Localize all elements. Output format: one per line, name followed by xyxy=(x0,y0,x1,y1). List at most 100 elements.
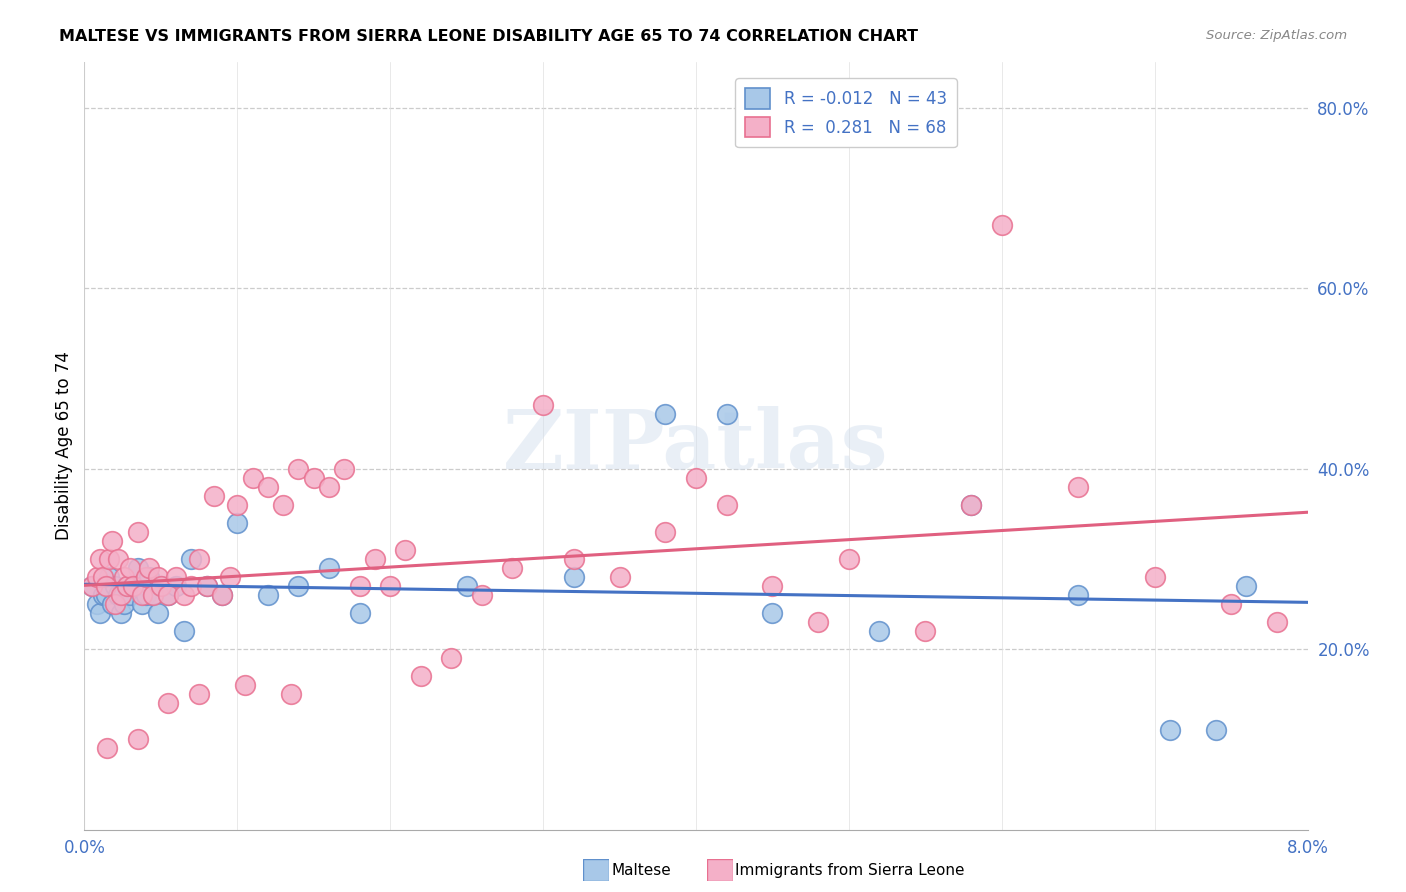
Point xyxy=(685,470,707,484)
Point xyxy=(257,480,280,494)
Point xyxy=(122,579,145,593)
Point xyxy=(1220,597,1243,611)
Point xyxy=(104,579,127,593)
Point xyxy=(869,624,891,638)
Point xyxy=(1265,615,1288,629)
Point xyxy=(135,588,157,602)
Point xyxy=(202,489,225,503)
Point xyxy=(471,588,494,602)
Point xyxy=(165,570,187,584)
Point xyxy=(456,579,478,593)
Point xyxy=(120,561,142,575)
Point xyxy=(180,579,202,593)
Point xyxy=(146,606,169,620)
Point xyxy=(440,651,463,665)
Point xyxy=(1067,588,1090,602)
Point xyxy=(89,551,111,566)
Point xyxy=(960,498,983,512)
Point xyxy=(97,551,120,566)
Point xyxy=(233,678,256,692)
Point xyxy=(127,732,149,747)
Text: Source: ZipAtlas.com: Source: ZipAtlas.com xyxy=(1206,29,1347,42)
Point xyxy=(609,570,631,584)
Point xyxy=(149,579,172,593)
Point xyxy=(107,588,129,602)
Point xyxy=(94,588,117,602)
Point xyxy=(188,551,211,566)
Point xyxy=(173,624,195,638)
Point xyxy=(94,579,117,593)
Point xyxy=(562,551,585,566)
Point xyxy=(86,570,108,584)
Point xyxy=(302,470,325,484)
Point xyxy=(89,606,111,620)
Point xyxy=(120,588,142,602)
Point xyxy=(914,624,936,638)
Point xyxy=(807,615,830,629)
Point xyxy=(86,597,108,611)
Point xyxy=(131,597,153,611)
Point xyxy=(1205,723,1227,738)
Point xyxy=(135,570,157,584)
Point xyxy=(716,408,738,422)
Point xyxy=(716,498,738,512)
Point xyxy=(1067,480,1090,494)
Text: Immigrants from Sierra Leone: Immigrants from Sierra Leone xyxy=(735,863,965,878)
Point xyxy=(127,561,149,575)
Point xyxy=(226,516,249,530)
Legend: R = -0.012   N = 43, R =  0.281   N = 68: R = -0.012 N = 43, R = 0.281 N = 68 xyxy=(735,78,956,147)
Point xyxy=(761,579,783,593)
Point xyxy=(960,498,983,512)
Point xyxy=(349,606,371,620)
Point xyxy=(1236,579,1258,593)
Point xyxy=(242,470,264,484)
Point xyxy=(165,579,187,593)
Point xyxy=(80,579,103,593)
Point xyxy=(502,561,524,575)
Point xyxy=(107,551,129,566)
Point xyxy=(287,461,309,475)
Point xyxy=(1143,570,1166,584)
Point xyxy=(218,570,240,584)
Point xyxy=(173,588,195,602)
Point xyxy=(195,579,218,593)
Point xyxy=(531,398,554,412)
Point xyxy=(115,579,138,593)
Point xyxy=(838,551,860,566)
Point xyxy=(110,606,132,620)
Point xyxy=(115,579,138,593)
Point xyxy=(180,551,202,566)
Point xyxy=(257,588,280,602)
Point xyxy=(1159,723,1181,738)
Point xyxy=(364,551,387,566)
Point xyxy=(138,570,160,584)
Point xyxy=(271,498,294,512)
Text: MALTESE VS IMMIGRANTS FROM SIERRA LEONE DISABILITY AGE 65 TO 74 CORRELATION CHAR: MALTESE VS IMMIGRANTS FROM SIERRA LEONE … xyxy=(59,29,918,44)
Point xyxy=(127,524,149,539)
Point xyxy=(91,570,114,584)
Point xyxy=(91,588,114,602)
Point xyxy=(104,597,127,611)
Point xyxy=(380,579,402,593)
Point xyxy=(122,579,145,593)
Point xyxy=(280,687,302,701)
Point xyxy=(349,579,371,593)
Point xyxy=(157,588,180,602)
Point xyxy=(101,533,124,548)
Point xyxy=(131,588,153,602)
Point xyxy=(211,588,233,602)
Point xyxy=(654,524,676,539)
Point xyxy=(146,570,169,584)
Point xyxy=(195,579,218,593)
Point xyxy=(157,696,180,710)
Point xyxy=(110,588,132,602)
Point xyxy=(409,669,432,683)
Point xyxy=(142,588,165,602)
Point xyxy=(318,480,340,494)
Point xyxy=(226,498,249,512)
Point xyxy=(138,561,160,575)
Point xyxy=(562,570,585,584)
Point xyxy=(149,579,172,593)
Text: Maltese: Maltese xyxy=(612,863,671,878)
Point xyxy=(188,687,211,701)
